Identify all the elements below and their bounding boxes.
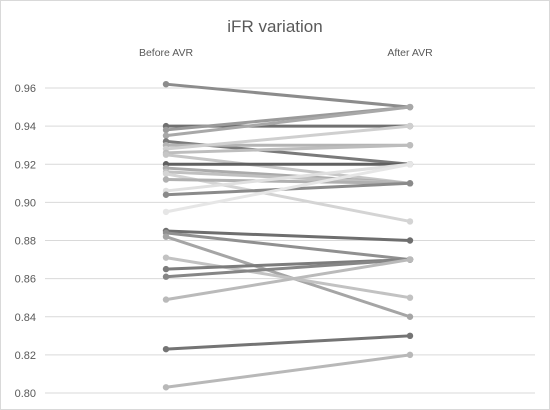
y-tick-label: 0.90 [15, 197, 36, 209]
series-line [164, 172, 412, 223]
data-point [406, 180, 414, 187]
series [162, 80, 414, 111]
series-line [164, 229, 412, 242]
y-tick-label: 0.82 [15, 350, 36, 362]
data-point [406, 332, 414, 340]
series-line [164, 353, 412, 389]
y-tick-label: 0.94 [15, 121, 36, 133]
data-point [406, 141, 414, 149]
data-point [406, 256, 414, 263]
data-point [162, 265, 170, 273]
y-tick-label: 0.88 [15, 236, 36, 248]
data-point [406, 218, 414, 225]
data-point [162, 80, 170, 88]
series-line [164, 82, 412, 109]
data-point [162, 176, 170, 183]
series [162, 254, 414, 301]
y-tick-label: 0.86 [15, 274, 36, 286]
data-point [162, 296, 170, 303]
data-point [406, 122, 414, 130]
series-line [164, 258, 412, 302]
series [162, 161, 414, 216]
data-point [162, 208, 170, 216]
data-point [162, 384, 170, 391]
data-point [406, 161, 414, 168]
data-point [162, 233, 170, 240]
y-axis-ticks: 0.80 0.82 0.84 0.86 0.88 0.90 0.92 0.94 0.96 [15, 83, 36, 400]
y-tick-label: 0.84 [15, 312, 36, 324]
chart-title: iFR variation [227, 17, 322, 36]
data-point [162, 170, 170, 177]
series [162, 122, 414, 153]
data-point [162, 273, 170, 280]
y-tick-label: 0.80 [15, 388, 36, 400]
series-line [164, 105, 412, 138]
category-label: After AVR [387, 47, 433, 59]
series-line [164, 162, 412, 214]
data-point [162, 151, 170, 158]
series [162, 103, 414, 139]
grid-layer [45, 87, 535, 394]
series-line [164, 153, 412, 185]
series-line [164, 162, 412, 193]
series-line [164, 334, 412, 351]
data-point [406, 351, 414, 359]
category-labels: Before AVR After AVR [139, 47, 433, 59]
data-point [162, 132, 170, 139]
data-point [406, 294, 414, 301]
y-tick-label: 0.96 [15, 83, 36, 95]
data-point [406, 103, 414, 111]
data-point [162, 254, 170, 261]
series [162, 332, 414, 353]
data-point [406, 313, 414, 320]
category-label: Before AVR [139, 47, 194, 59]
series-line [164, 258, 412, 279]
data-point [162, 345, 170, 353]
series-layer [162, 80, 414, 391]
data-point [406, 237, 414, 244]
series-line [164, 231, 412, 262]
series-line [164, 124, 412, 151]
data-point [162, 191, 170, 198]
series [162, 256, 414, 303]
data-point [162, 126, 170, 134]
y-tick-label: 0.92 [15, 159, 36, 171]
series [162, 170, 414, 225]
series-line [164, 178, 412, 185]
series [162, 351, 414, 391]
series-line [164, 256, 412, 300]
series-line [164, 143, 412, 155]
